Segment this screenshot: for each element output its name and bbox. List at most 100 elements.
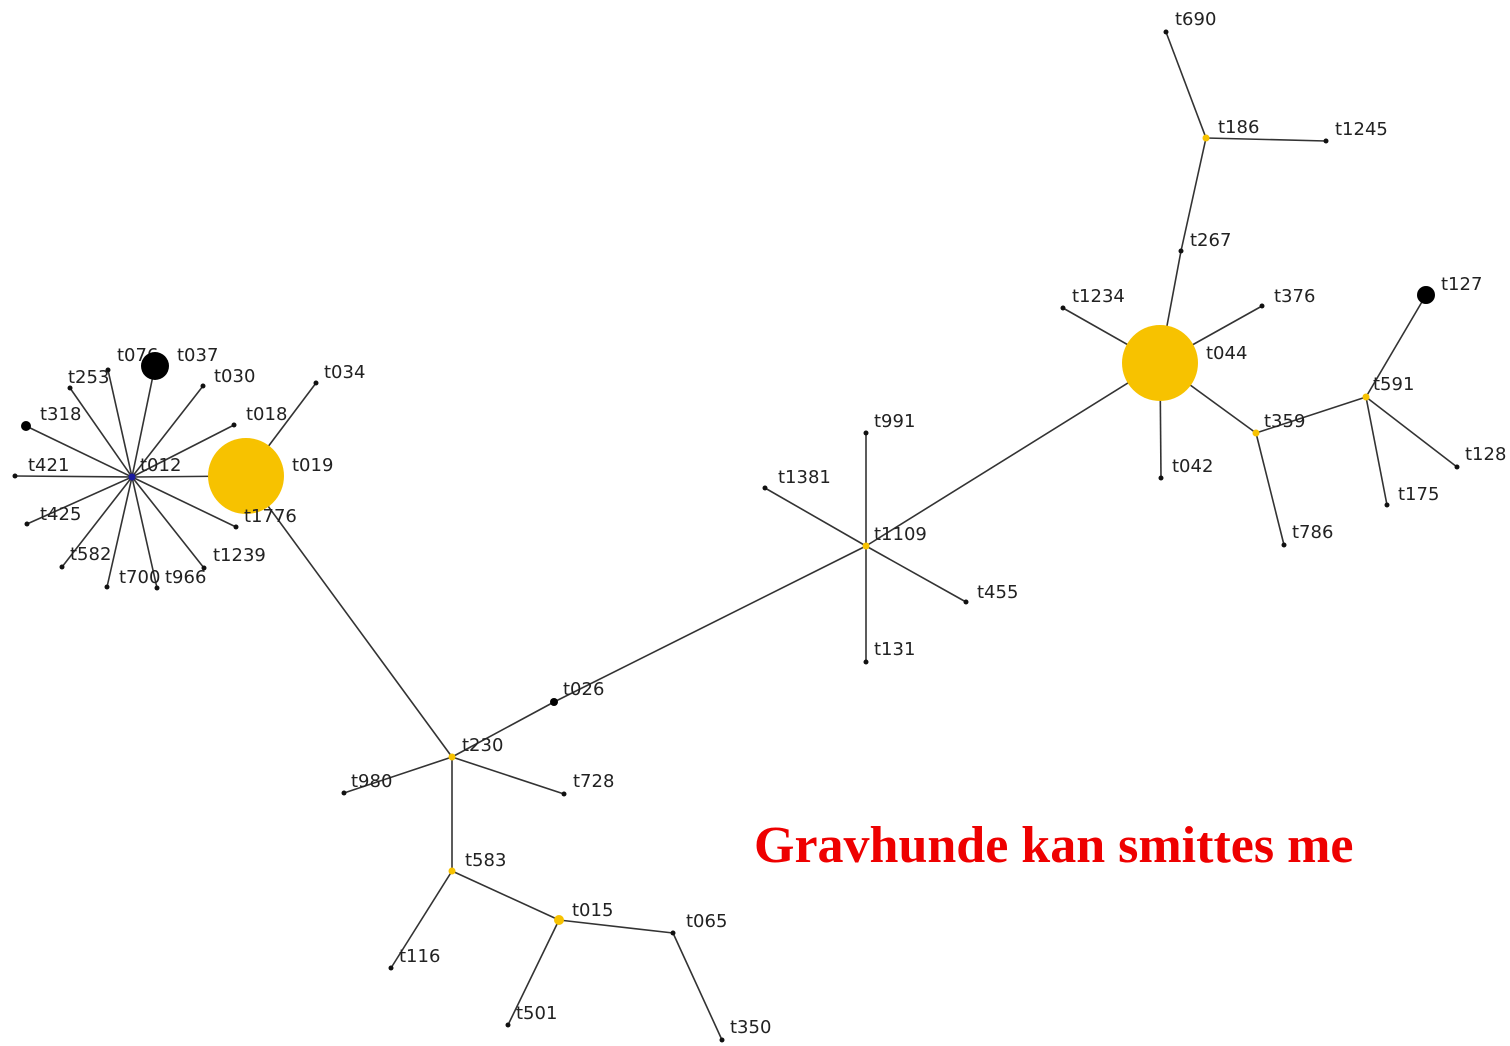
node xyxy=(200,383,206,389)
node xyxy=(141,352,169,380)
node xyxy=(863,430,869,436)
node xyxy=(1417,286,1435,304)
node xyxy=(448,867,456,875)
node-label: t700 xyxy=(119,567,160,588)
node xyxy=(201,565,207,571)
node-label: t728 xyxy=(573,771,614,792)
edge xyxy=(107,369,133,478)
edge xyxy=(131,365,156,478)
edge xyxy=(131,476,237,528)
edge xyxy=(1255,432,1285,546)
node xyxy=(550,698,558,706)
node xyxy=(341,790,347,796)
node xyxy=(104,584,110,590)
node xyxy=(863,659,869,665)
node-label: t318 xyxy=(40,404,81,425)
node-label: t175 xyxy=(1398,484,1439,505)
edge xyxy=(131,476,205,569)
node-label: t350 xyxy=(730,1017,771,1038)
node xyxy=(105,367,111,373)
node xyxy=(1362,393,1370,401)
node-label: t991 xyxy=(874,411,915,432)
edge xyxy=(672,932,723,1041)
edge xyxy=(507,919,560,1026)
node-label: t018 xyxy=(246,404,287,425)
edge xyxy=(1365,396,1388,506)
node xyxy=(1323,138,1329,144)
edge xyxy=(451,701,555,758)
edge xyxy=(69,387,133,478)
node xyxy=(388,965,394,971)
node-label: t230 xyxy=(462,735,503,756)
node xyxy=(1252,429,1260,437)
node xyxy=(12,473,18,479)
node-label: t042 xyxy=(1172,456,1213,477)
node-label: t267 xyxy=(1190,230,1231,251)
edge xyxy=(390,870,453,969)
edge xyxy=(1365,396,1458,468)
node-label: t116 xyxy=(399,946,440,967)
edge xyxy=(558,919,674,934)
node xyxy=(1202,134,1210,142)
node-label: t501 xyxy=(516,1003,557,1024)
edge xyxy=(131,424,235,478)
node xyxy=(1384,502,1390,508)
node-label: t421 xyxy=(28,455,69,476)
node xyxy=(208,438,284,514)
edge xyxy=(553,545,867,703)
edge xyxy=(14,475,133,478)
edge xyxy=(25,425,133,478)
node xyxy=(21,421,31,431)
node xyxy=(762,485,768,491)
node-label: t980 xyxy=(351,771,392,792)
node-label: t582 xyxy=(70,544,111,565)
node-label: t044 xyxy=(1206,343,1247,364)
node xyxy=(719,1037,725,1043)
node xyxy=(24,521,30,527)
edge xyxy=(764,487,867,547)
edge xyxy=(1205,137,1327,142)
edge xyxy=(1180,137,1207,252)
node-label: t019 xyxy=(292,455,333,476)
edge xyxy=(451,756,565,795)
node-label: t037 xyxy=(177,345,218,366)
edge xyxy=(131,476,158,589)
node-label: t026 xyxy=(563,679,604,700)
node xyxy=(1163,29,1169,35)
node xyxy=(554,915,564,925)
edge xyxy=(865,545,967,603)
node-label: t131 xyxy=(874,639,915,660)
node xyxy=(1060,305,1066,311)
node xyxy=(154,585,160,591)
node xyxy=(231,422,237,428)
node-label: t253 xyxy=(68,367,109,388)
edge xyxy=(1165,31,1207,139)
node xyxy=(1122,325,1198,401)
edge xyxy=(106,476,133,588)
edge xyxy=(245,475,453,758)
node-label: t012 xyxy=(140,455,181,476)
node-label: t1239 xyxy=(213,545,266,566)
node xyxy=(1259,303,1265,309)
node-label: t128 xyxy=(1465,444,1506,465)
edge xyxy=(26,476,133,525)
node-label: t015 xyxy=(572,900,613,921)
node-label: t1381 xyxy=(778,467,831,488)
node-label: t127 xyxy=(1441,274,1482,295)
node-label: t690 xyxy=(1175,9,1216,30)
node xyxy=(448,753,456,761)
node xyxy=(128,473,136,481)
node xyxy=(963,599,969,605)
node xyxy=(313,380,319,386)
edge xyxy=(1255,396,1367,434)
node xyxy=(1281,542,1287,548)
node-label: t030 xyxy=(214,366,255,387)
node-label: t583 xyxy=(465,850,506,871)
node-label: t1776 xyxy=(244,506,297,527)
caption: Gravhunde kan smittes me xyxy=(754,817,1353,874)
node xyxy=(233,524,239,530)
node xyxy=(561,791,567,797)
edge xyxy=(451,870,560,921)
